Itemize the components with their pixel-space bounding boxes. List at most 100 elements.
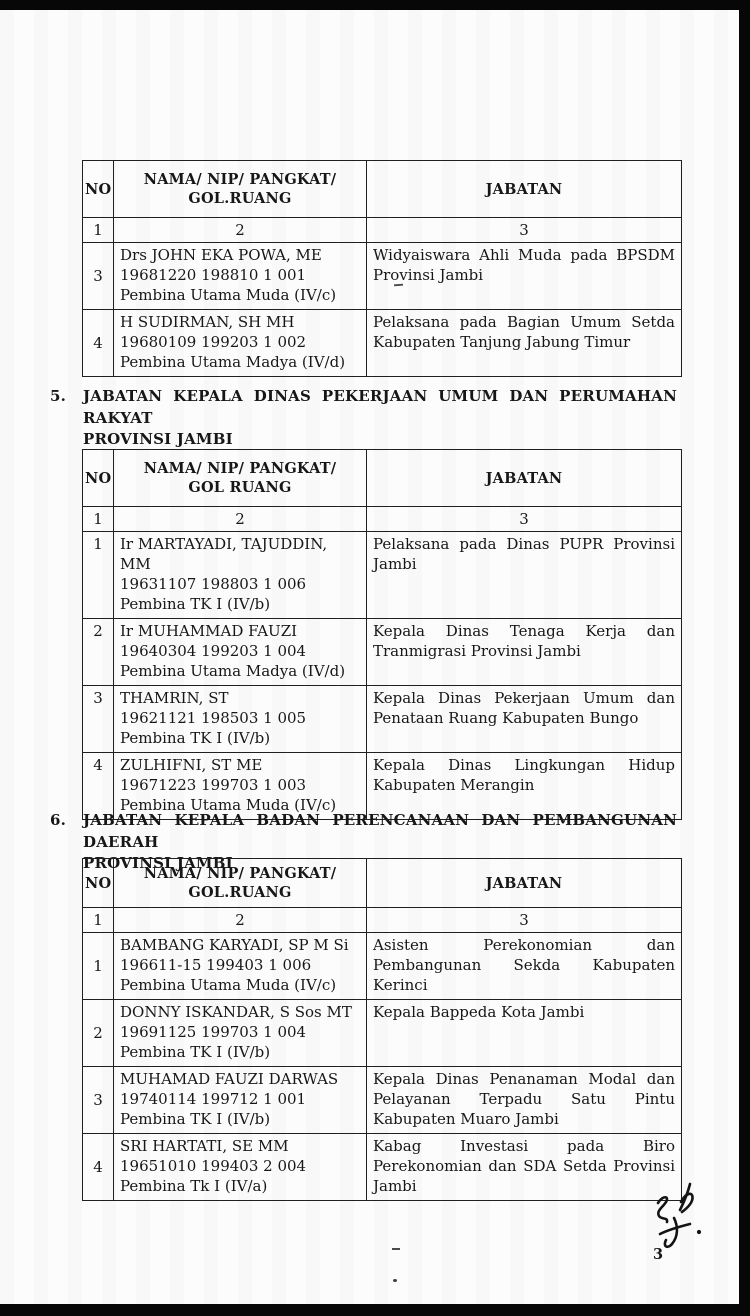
col-number: 2 <box>113 217 367 243</box>
jabatan-line: Widyaiswara Ahli Muda pada BPSDM <box>373 246 675 264</box>
name-cell: DONNY ISKANDAR, S Sos MT 19691125 199703… <box>113 999 367 1067</box>
table-header-row: NO NAMA/ NIP/ PANGKAT/ GOL.RUANG JABATAN <box>82 858 682 908</box>
name-cell: MUHAMAD FAUZI DARWAS 19740114 199712 1 0… <box>113 1066 367 1134</box>
nip-line: 19681220 198810 1 001 <box>120 266 307 284</box>
name-line: DONNY ISKANDAR, S Sos MT <box>120 1003 352 1021</box>
col-number: 1 <box>82 506 114 532</box>
row-number-cell: 4 <box>82 1133 114 1201</box>
name-line: H SUDIRMAN, SH MH <box>120 313 295 331</box>
pangkat-line: Pembina Utama Madya (IV/d) <box>120 353 346 371</box>
jabatan-line: Kabag Investasi pada Biro <box>373 1137 675 1155</box>
pangkat-line: Pembina Utama Muda (IV/c) <box>120 796 337 814</box>
column-number-row: 1 2 3 <box>82 217 682 243</box>
pangkat-line: Pembina TK I (IV/b) <box>120 1043 271 1061</box>
table-header-row: NO NAMA/ NIP/ PANGKAT/ GOL.RUANG JABATAN <box>82 160 682 218</box>
scan-speck-dash <box>392 1248 400 1250</box>
section-title: JABATAN KEPALA DINAS PEKERJAAN UMUM DAN … <box>83 386 677 451</box>
jabatan-line: Pelaksana pada Bagian Umum Setda <box>373 313 675 331</box>
jabatan-line: Perekonomian dan SDA Setda Provinsi <box>373 1157 675 1175</box>
name-line: MUHAMAD FAUZI DARWAS <box>120 1070 339 1088</box>
row-number-cell: 2 <box>82 618 114 686</box>
col-number: 1 <box>82 907 114 933</box>
table-row: 1 BAMBANG KARYADI, SP M Si 196611-15 199… <box>82 932 682 1000</box>
row-number-cell: 2 <box>82 999 114 1067</box>
jabatan-line: Asisten Perekonomian dan <box>373 936 675 954</box>
name-cell: THAMRIN, ST 19621121 198503 1 005 Pembin… <box>113 685 367 753</box>
col-number: 3 <box>366 217 682 243</box>
jabatan-cell: Kepala Dinas Penanaman Modal dan Pelayan… <box>366 1066 682 1134</box>
jabatan-cell: Kepala Dinas Pekerjaan Umum dan Penataan… <box>366 685 682 753</box>
jabatan-line: Pelayanan Terpadu Satu Pintu <box>373 1090 675 1108</box>
name-cell: Ir MUHAMMAD FAUZI 19640304 199203 1 004 … <box>113 618 367 686</box>
row-number-cell: 4 <box>82 309 114 377</box>
header-no: NO <box>82 449 114 507</box>
pangkat-line: Pembina TK I (IV/b) <box>120 1110 271 1128</box>
jabatan-line: Kepala Dinas Tenaga Kerja dan <box>373 622 675 640</box>
header-nama-nip-pangkat: NAMA/ NIP/ PANGKAT/ GOL.RUANG <box>113 858 367 908</box>
row-number-cell: 4 <box>82 752 114 820</box>
name-line: BAMBANG KARYADI, SP M Si <box>120 936 349 954</box>
nip-line: 19621121 198503 1 005 <box>120 709 307 727</box>
table-header-row: NO NAMA/ NIP/ PANGKAT/ GOL RUANG JABATAN <box>82 449 682 507</box>
table-row: 3 MUHAMAD FAUZI DARWAS 19740114 199712 1… <box>82 1066 682 1134</box>
table-jabatan-continued: NO NAMA/ NIP/ PANGKAT/ GOL.RUANG JABATAN… <box>82 160 682 377</box>
header-jabatan: JABATAN <box>366 858 682 908</box>
name-line: MM <box>120 555 151 573</box>
section-number: 6. <box>50 811 67 829</box>
nip-line: 19651010 199403 2 004 <box>120 1157 307 1175</box>
name-cell: Ir MARTAYADI, TAJUDDIN, MM 19631107 1988… <box>113 531 367 619</box>
jabatan-line: Kabupaten Muaro Jambi <box>373 1110 559 1128</box>
nip-line: 19631107 198803 1 006 <box>120 575 307 593</box>
col-number: 2 <box>113 506 367 532</box>
handwritten-initials-signature <box>656 1182 702 1249</box>
table-kepala-bappeda: NO NAMA/ NIP/ PANGKAT/ GOL.RUANG JABATAN… <box>82 858 682 1201</box>
jabatan-cell: Kepala Bappeda Kota Jambi <box>366 999 682 1067</box>
jabatan-cell: Kepala Dinas Tenaga Kerja dan Tranmigras… <box>366 618 682 686</box>
name-line: Ir MARTAYADI, TAJUDDIN, <box>120 535 328 553</box>
table-row: 3 Drs JOHN EKA POWA, ME 19681220 198810 … <box>82 242 682 310</box>
header-line: NAMA/ NIP/ PANGKAT/ <box>143 171 337 188</box>
scan-edge-bar-bottom <box>0 1304 750 1316</box>
table-row: 4 ZULHIFNI, ST ME 19671223 199703 1 003 … <box>82 752 682 820</box>
scan-edge-bar-right <box>739 0 750 1316</box>
jabatan-cell: Kabag Investasi pada Biro Perekonomian d… <box>366 1133 682 1201</box>
row-number-cell: 3 <box>82 242 114 310</box>
section-heading-5: 5. JABATAN KEPALA DINAS PEKERJAAN UMUM D… <box>50 386 677 451</box>
table-row: 1 Ir MARTAYADI, TAJUDDIN, MM 19631107 19… <box>82 531 682 619</box>
pangkat-line: Pembina Utama Muda (IV/c) <box>120 976 337 994</box>
jabatan-cell: Widyaiswara Ahli Muda pada BPSDM Provins… <box>366 242 682 310</box>
section-title-line: JABATAN KEPALA DINAS PEKERJAAN UMUM DAN … <box>83 387 677 427</box>
section-title-line: JABATAN KEPALA BADAN PERENCANAAN DAN PEM… <box>83 811 677 851</box>
jabatan-line: Kerinci <box>373 976 428 994</box>
pangkat-line: Pembina Utama Madya (IV/d) <box>120 662 346 680</box>
table-row: 3 THAMRIN, ST 19621121 198503 1 005 Pemb… <box>82 685 682 753</box>
row-number-cell: 1 <box>82 531 114 619</box>
section-number: 5. <box>50 387 67 405</box>
nip-line: 19671223 199703 1 003 <box>120 776 307 794</box>
page-number: 3 <box>653 1246 664 1263</box>
nip-line: 19740114 199712 1 001 <box>120 1090 307 1108</box>
scan-edge-bar-top <box>0 0 750 10</box>
pangkat-line: Pembina Tk I (IV/a) <box>120 1177 268 1195</box>
jabatan-line: Provinsi Jambi <box>373 266 484 284</box>
nip-line: 196611-15 199403 1 006 <box>120 956 312 974</box>
header-line: NAMA/ NIP/ PANGKAT/ <box>143 460 337 477</box>
jabatan-line: Penataan Ruang Kabupaten Bungo <box>373 709 639 727</box>
section-title-line: PROVINSI JAMBI <box>83 430 233 448</box>
table-row: 2 Ir MUHAMMAD FAUZI 19640304 199203 1 00… <box>82 618 682 686</box>
name-line: Ir MUHAMMAD FAUZI <box>120 622 298 640</box>
pangkat-line: Pembina TK I (IV/b) <box>120 595 271 613</box>
jabatan-line: Kepala Dinas Penanaman Modal dan <box>373 1070 675 1088</box>
jabatan-line: Kabupaten Merangin <box>373 776 535 794</box>
name-line: SRI HARTATI, SE MM <box>120 1137 289 1155</box>
jabatan-line: Pelaksana pada Dinas PUPR Provinsi <box>373 535 675 553</box>
jabatan-line: Kepala Dinas Lingkungan Hidup <box>373 756 675 774</box>
name-cell: ZULHIFNI, ST ME 19671223 199703 1 003 Pe… <box>113 752 367 820</box>
row-number-cell: 1 <box>82 932 114 1000</box>
header-jabatan: JABATAN <box>366 449 682 507</box>
pangkat-line: Pembina Utama Muda (IV/c) <box>120 286 337 304</box>
table-row: 2 DONNY ISKANDAR, S Sos MT 19691125 1997… <box>82 999 682 1067</box>
table-row: 4 SRI HARTATI, SE MM 19651010 199403 2 0… <box>82 1133 682 1201</box>
name-line: ZULHIFNI, ST ME <box>120 756 263 774</box>
